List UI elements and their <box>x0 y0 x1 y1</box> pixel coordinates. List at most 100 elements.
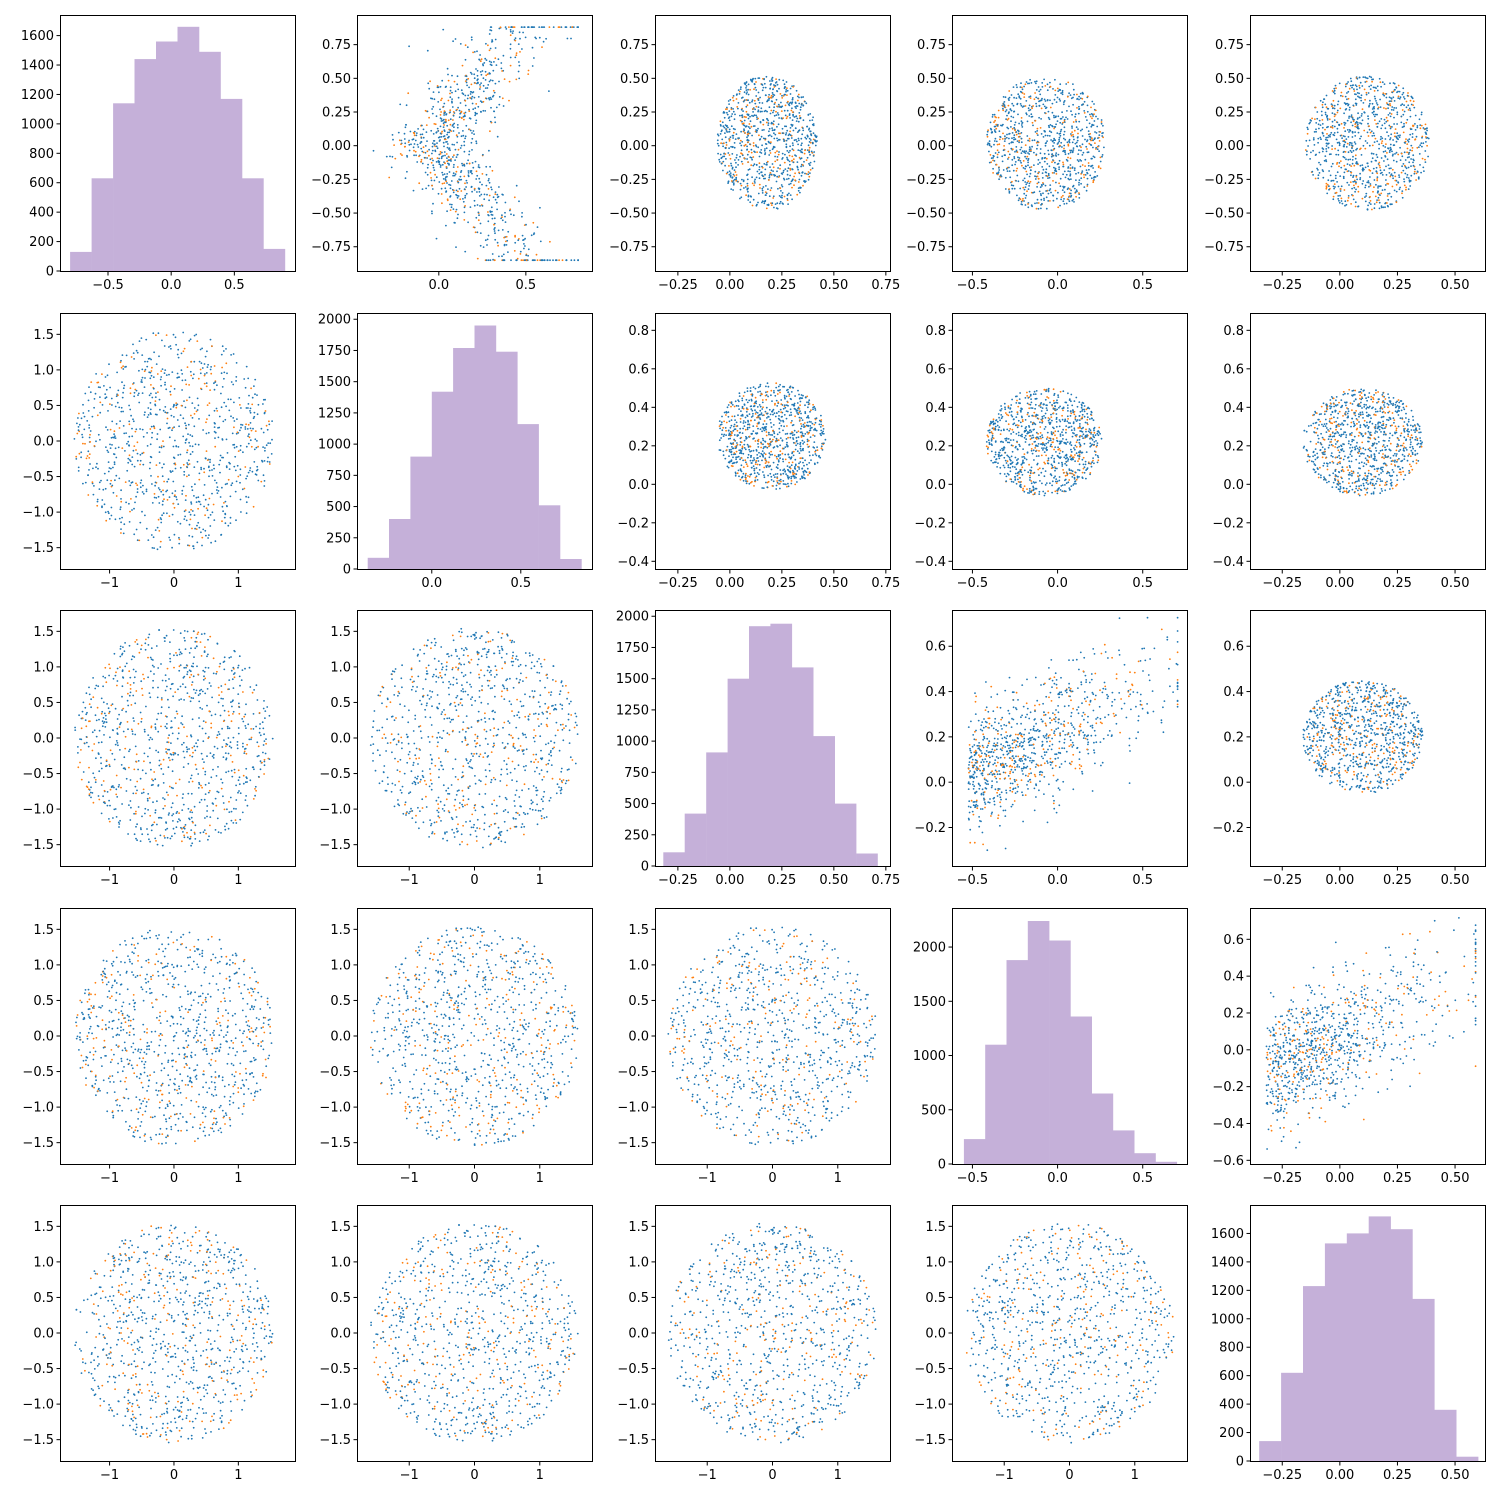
scatter-point-orange <box>468 128 471 131</box>
scatter-point-blue <box>1348 115 1351 118</box>
scatter-point-blue <box>185 439 187 442</box>
scatter-point-blue <box>263 460 266 462</box>
scatter-point-blue <box>732 183 735 186</box>
scatter-point-orange <box>1002 132 1004 135</box>
scatter-point-blue <box>796 161 799 164</box>
scatter-point-orange <box>155 464 158 466</box>
scatter-point-blue <box>197 521 200 524</box>
scatter-point-blue <box>245 445 248 448</box>
scatter-point-blue <box>795 120 798 122</box>
scatter-point-blue <box>747 195 750 198</box>
scatter-point-orange <box>791 159 793 162</box>
scatter-point-blue <box>92 493 95 496</box>
scatter-point-blue <box>456 124 459 126</box>
scatter-point-blue <box>722 169 724 172</box>
scatter-point-blue <box>1412 161 1414 164</box>
scatter-point-blue <box>1327 125 1329 128</box>
y-tick-label: 1000 <box>21 117 54 132</box>
scatter-point-orange <box>444 162 446 165</box>
scatter-point-blue <box>431 108 433 110</box>
scatter-point-orange <box>250 445 253 448</box>
scatter-point-blue <box>721 121 724 124</box>
scatter-point-blue <box>157 332 160 335</box>
scatter-point-blue <box>1345 102 1347 105</box>
scatter-point-blue <box>452 208 455 211</box>
scatter-point-blue <box>1388 96 1391 99</box>
scatter-point-blue <box>525 254 528 257</box>
scatter-point-blue <box>1075 126 1078 129</box>
scatter-point-blue <box>132 418 134 421</box>
scatter-point-blue <box>122 391 124 394</box>
scatter-point-blue <box>181 489 184 492</box>
scatter-point-blue <box>1055 152 1058 155</box>
scatter-point-blue <box>772 111 774 114</box>
scatter-point-blue <box>146 416 149 418</box>
scatter-point-blue <box>1316 111 1319 113</box>
scatter-point-blue <box>1350 151 1353 154</box>
scatter-point-blue <box>464 250 467 253</box>
scatter-point-orange <box>1037 177 1040 180</box>
scatter-point-blue <box>223 401 226 404</box>
scatter-point-blue <box>132 352 135 354</box>
scatter-point-blue <box>725 141 728 144</box>
scatter-point-blue <box>179 414 182 416</box>
scatter-point-blue <box>223 516 226 519</box>
scatter-point-blue <box>451 91 453 94</box>
scatter-point-blue <box>1374 97 1377 100</box>
scatter-point-blue <box>1390 97 1393 100</box>
scatter-point-blue <box>171 371 174 373</box>
scatter-point-orange <box>808 146 811 149</box>
scatter-point-orange <box>455 170 458 173</box>
scatter-point-blue <box>1097 137 1099 140</box>
scatter-point-blue <box>158 355 160 358</box>
histogram-bar <box>220 98 243 272</box>
scatter-point-blue <box>996 156 999 159</box>
scatter-point-orange <box>1051 172 1054 174</box>
scatter-point-orange <box>791 186 793 189</box>
scatter-point-orange <box>1380 142 1383 145</box>
scatter-point-blue <box>1027 206 1030 209</box>
scatter-point-blue <box>440 120 443 122</box>
scatter-point-blue <box>441 163 444 166</box>
scatter-point-orange <box>1405 188 1407 191</box>
scatter-point-blue <box>1031 115 1034 118</box>
scatter-point-blue <box>435 115 438 118</box>
scatter-point-blue <box>452 172 455 175</box>
scatter-point-orange <box>1314 118 1316 120</box>
scatter-point-blue <box>1408 151 1411 154</box>
scatter-point-blue <box>1351 131 1354 134</box>
scatter-point-blue <box>1088 133 1090 136</box>
scatter-point-blue <box>764 148 766 150</box>
scatter-point-blue <box>1056 120 1059 122</box>
scatter-point-blue <box>447 148 450 150</box>
scatter-point-blue <box>148 357 151 360</box>
scatter-point-blue <box>149 371 152 374</box>
scatter-point-blue <box>187 423 190 426</box>
scatter-point-blue <box>215 489 218 491</box>
scatter-point-blue <box>205 432 208 435</box>
scatter-point-blue <box>440 187 443 190</box>
scatter-point-blue <box>161 368 164 370</box>
scatter-point-orange <box>122 365 124 368</box>
scatter-point-orange <box>251 403 254 406</box>
scatter-point-blue <box>799 108 802 111</box>
scatter-point-orange <box>1414 138 1416 141</box>
scatter-point-orange <box>1028 140 1031 142</box>
scatter-point-blue <box>1069 173 1072 176</box>
scatter-point-blue <box>1397 181 1400 184</box>
scatter-point-blue <box>1425 127 1427 130</box>
scatter-point-blue <box>1419 124 1422 126</box>
scatter-point-orange <box>1374 119 1376 121</box>
scatter-point-blue <box>724 164 726 167</box>
scatter-point-blue <box>1350 121 1352 124</box>
scatter-point-orange <box>1343 189 1346 191</box>
scatter-point-blue <box>810 150 813 153</box>
scatter-point-blue <box>1070 189 1072 192</box>
scatter-point-blue <box>491 210 493 213</box>
scatter-point-blue <box>1351 147 1353 150</box>
scatter-point-blue <box>1326 117 1329 120</box>
scatter-point-blue <box>471 102 474 105</box>
scatter-point-blue <box>1058 138 1060 141</box>
scatter-point-blue <box>994 137 997 140</box>
scatter-point-blue <box>1349 84 1352 87</box>
